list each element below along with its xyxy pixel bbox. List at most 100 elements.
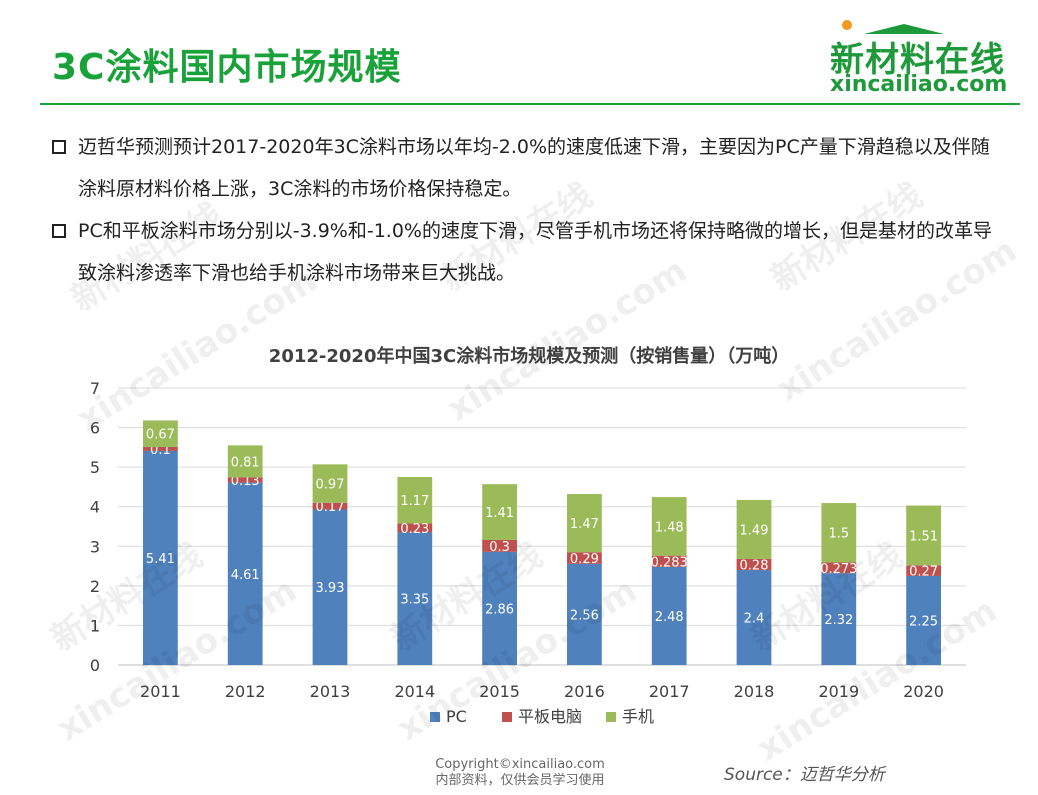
bar-segment <box>227 477 263 483</box>
x-tick-label: 2011 <box>140 682 181 701</box>
data-label: 1.17 <box>400 494 429 509</box>
bar-segment <box>482 484 517 540</box>
bar-segment <box>397 477 433 524</box>
bar-segment <box>227 445 263 478</box>
legend-swatch <box>502 712 512 722</box>
square-bullet-icon <box>52 224 66 238</box>
x-tick-label: 2013 <box>310 682 351 701</box>
x-tick-label: 2014 <box>394 682 435 701</box>
data-label: 1.51 <box>909 529 938 544</box>
bullet-text: PC和平板涂料市场分别以-3.9%和-1.0%的速度下滑，尽管手机市场还将保持略… <box>78 220 992 284</box>
y-tick-label: 1 <box>90 616 100 635</box>
bar-segment <box>482 551 517 665</box>
bar-segment <box>567 552 602 564</box>
legend-label: 平板电脑 <box>518 707 582 726</box>
bar-segment <box>143 446 178 451</box>
brand-logo: 新材料在线 xincailiao.com <box>828 20 1018 97</box>
y-tick-label: 0 <box>90 656 100 675</box>
bar-segment <box>906 505 941 566</box>
bar-segment <box>567 494 602 553</box>
bar-segment <box>227 482 263 665</box>
data-label: 2.48 <box>655 610 684 625</box>
data-label: 0.273 <box>820 562 857 577</box>
legend-label: 手机 <box>622 707 654 726</box>
data-label: 0.97 <box>316 478 345 493</box>
x-tick-label: 2018 <box>734 682 775 701</box>
data-label: 1.41 <box>485 506 514 521</box>
square-bullet-icon <box>52 140 66 154</box>
bullet-text: 迈哲华预测预计2017-2020年3C涂料市场以年均-2.0%的速度低速下滑，主… <box>78 136 990 200</box>
bar-segment <box>651 555 687 567</box>
x-tick-label: 2020 <box>903 682 944 701</box>
data-label: 0.81 <box>231 455 260 470</box>
x-tick-label: 2019 <box>818 682 859 701</box>
x-tick-label: 2012 <box>225 682 266 701</box>
logo-cn-text: 新材料在线 <box>830 40 1005 80</box>
y-tick-label: 6 <box>90 419 100 438</box>
title-divider <box>40 103 1020 105</box>
data-label: 0.27 <box>909 565 938 580</box>
bar-segment <box>651 566 687 665</box>
legend-label: PC <box>446 707 467 726</box>
chart-title: 2012-2020年中国3C涂料市场规模及预测（按销售量）（万吨） <box>269 345 789 367</box>
source-note: Source：迈哲华分析 <box>724 765 885 785</box>
x-tick-label: 2016 <box>564 682 605 701</box>
data-label: 0.67 <box>146 428 175 443</box>
data-label: 2.32 <box>824 613 853 628</box>
bar-segment <box>736 570 772 665</box>
bullet-item: PC和平板涂料市场分别以-3.9%和-1.0%的速度下滑，尽管手机市场还将保持略… <box>52 210 1002 294</box>
bar-segment <box>821 573 857 665</box>
y-tick-label: 5 <box>90 458 100 477</box>
data-label: 1.47 <box>570 517 599 532</box>
data-label: 0.23 <box>400 522 429 537</box>
copyright-text: Copyright©xincailiao.com <box>435 757 605 772</box>
bar-segment <box>143 420 178 447</box>
copyright-block: Copyright©xincailiao.com 内部资料，仅供会员学习使用 <box>410 757 630 789</box>
data-label: 0.3 <box>489 540 510 555</box>
bar-segment <box>906 575 941 665</box>
data-label: 2.4 <box>744 612 765 627</box>
legend-swatch <box>606 712 616 722</box>
data-label: 0.28 <box>740 558 769 573</box>
logo-dot-icon <box>842 20 852 30</box>
bullet-item: 迈哲华预测预计2017-2020年3C涂料市场以年均-2.0%的速度低速下滑，主… <box>52 126 1002 210</box>
bar-segment <box>567 563 602 665</box>
page-title: 3C涂料国内市场规模 <box>52 47 402 88</box>
data-label: 0.17 <box>316 500 345 515</box>
bar-segment <box>482 539 517 552</box>
bar-segment <box>143 450 178 665</box>
copyright-note: 内部资料，仅供会员学习使用 <box>435 773 605 788</box>
bar-segment <box>736 558 772 571</box>
data-label: 0.283 <box>651 555 688 570</box>
data-label: 0.29 <box>570 552 599 567</box>
y-tick-label: 4 <box>90 498 100 517</box>
bar-segment <box>312 464 348 503</box>
y-tick-label: 3 <box>90 537 100 556</box>
bar-segment <box>736 499 772 559</box>
data-label: 1.49 <box>740 523 769 538</box>
legend-swatch <box>430 712 440 722</box>
bar-segment <box>312 509 348 665</box>
x-tick-label: 2015 <box>479 682 520 701</box>
bar-segment <box>397 523 433 533</box>
bar-segment <box>821 562 857 574</box>
data-label: 2.25 <box>909 614 938 629</box>
logo-en-text: xincailiao.com <box>830 72 1008 97</box>
bar-segment <box>651 497 687 556</box>
data-label: 3.93 <box>316 581 345 596</box>
y-tick-label: 2 <box>90 577 100 596</box>
chart-container: 2012-2020年中国3C涂料市场规模及预测（按销售量）（万吨） 5.41 0.… <box>0 330 1038 740</box>
bar-segment <box>821 503 857 563</box>
logo-roof-icon <box>864 24 944 34</box>
data-label: 2.86 <box>485 602 514 617</box>
data-label: 4.61 <box>231 568 260 583</box>
data-label: 1.48 <box>655 520 684 535</box>
y-tick-label: 7 <box>90 379 100 398</box>
data-label: 2.56 <box>570 608 599 623</box>
data-label: 3.35 <box>400 593 429 608</box>
data-label: 1.5 <box>828 527 849 542</box>
data-label: 5.41 <box>146 552 175 567</box>
bullet-list: 迈哲华预测预计2017-2020年3C涂料市场以年均-2.0%的速度低速下滑，主… <box>52 126 1002 294</box>
stacked-bar-chart: 2012-2020年中国3C涂料市场规模及预测（按销售量）（万吨） 5.41 0.… <box>90 345 966 726</box>
bar-segment <box>906 565 941 576</box>
